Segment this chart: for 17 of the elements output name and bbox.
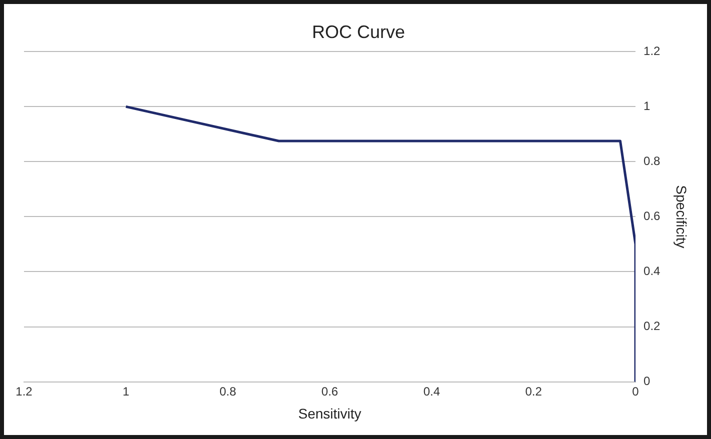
x-tick-label: 0.6	[321, 384, 338, 398]
y-tick-label: 0.8	[644, 154, 661, 168]
x-tick-label: 0.2	[525, 384, 542, 398]
y-tick-label: 0.4	[644, 264, 661, 278]
y-tick-label: 0.6	[644, 209, 661, 224]
x-tick-label: 1	[122, 384, 130, 398]
x-axis-title: Sensitivity	[298, 405, 362, 422]
x-tick-label: 1.2	[16, 384, 33, 398]
y-axis-title: Specificity	[674, 185, 690, 248]
y-tick-label: 1	[644, 98, 651, 113]
x-tick-label: 0.4	[423, 384, 440, 398]
x-tick-label: 0.8	[219, 384, 237, 398]
y-tick-label: 1.2	[644, 44, 661, 58]
y-tick-label: 0	[644, 374, 651, 388]
x-tick-label: 0	[632, 384, 640, 398]
chart-title: ROC Curve	[312, 22, 406, 42]
y-tick-label: 0.2	[644, 319, 661, 334]
